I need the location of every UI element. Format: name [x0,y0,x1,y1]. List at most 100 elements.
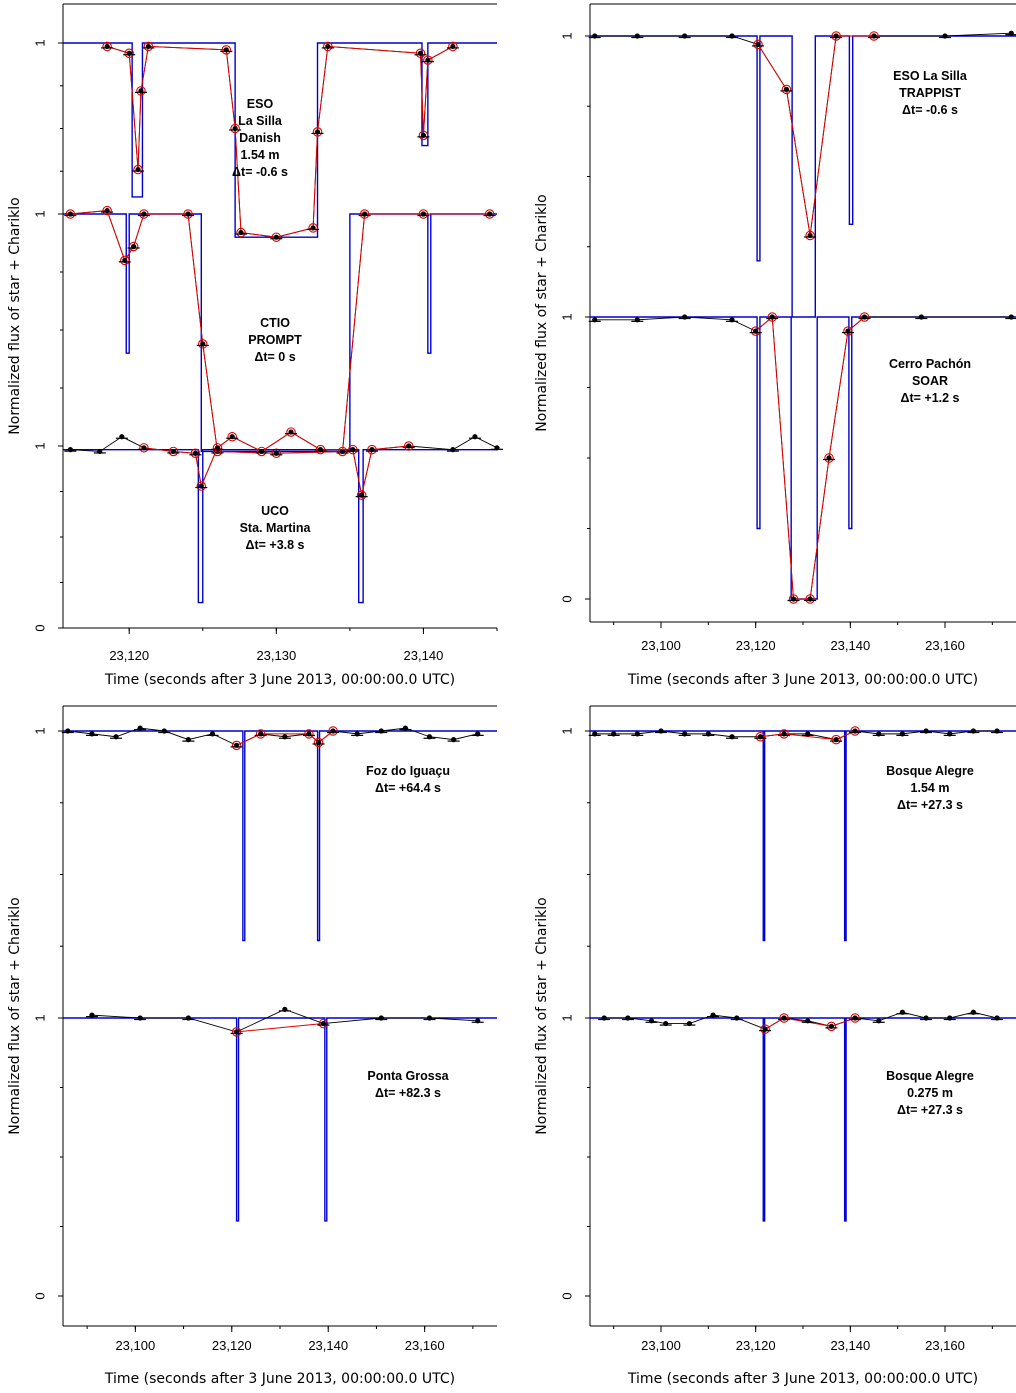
observed-point [918,314,924,320]
station-label: La Silla [238,114,283,128]
model-sampled-point [315,444,326,455]
model-sampled-point [843,326,853,336]
y-tick-label: 1 [32,727,47,734]
y-tick-label: 1 [32,1014,47,1021]
x-tick-label: 23,100 [641,1338,681,1353]
model-sampled-point [139,443,149,453]
observed-point [876,1018,882,1024]
station-light-curve: UCO Sta. Martina Δt= +3.8 s [63,427,503,604]
observed-point [942,33,948,39]
observed-point [686,1020,693,1027]
model-sampled-point [139,209,149,219]
y-axis-title: Normalized flux of star + Chariklo [534,194,550,431]
observed-point [648,1018,655,1024]
observed-point [135,166,141,173]
model-sampled-point [231,740,242,751]
station-light-curve: CTIO PROMPT Δt= 0 s [63,205,497,459]
observed-point [141,445,147,451]
model-sampled-point [359,209,370,219]
x-axis-title: Time (seconds after 3 June 2013, 00:00:0… [104,1371,455,1387]
observed-point [378,1015,384,1021]
observed-point [209,731,216,737]
observed-point [734,1015,740,1021]
observed-point [876,731,882,737]
observed-point [947,1015,953,1021]
model-sampled-point [120,255,130,266]
observed-point [781,1015,787,1021]
observed-point [769,314,775,320]
model-sampled-point [826,1021,837,1032]
model-sampled-point [102,41,112,52]
observed-point [137,725,143,731]
observed-point [762,1026,768,1032]
observed-point [729,33,735,39]
observed-point [137,1015,143,1021]
model-sampled-point [236,227,246,238]
x-tick-label: 23,120 [109,648,149,663]
observed-point [426,1015,433,1021]
observed-point [314,129,321,135]
observed-point [67,447,73,453]
model-sampled-point [190,448,201,459]
observed-point [65,728,71,734]
observed-point [192,450,199,456]
observed-point [475,731,481,737]
observed-point [282,734,288,740]
observed-point [161,728,167,734]
observed-point [126,50,132,56]
observed-point [119,434,125,440]
model-sampled-point [805,230,815,241]
observed-point [450,447,456,453]
y-tick-label: 1 [559,727,574,734]
station-label: Δt= +64.4 s [375,781,441,795]
model-sampled-point [212,443,223,453]
model-sampled-point [308,223,318,233]
observed-point [238,229,244,236]
observed-point [807,232,813,239]
model-sampled-point [143,41,154,52]
observed-point [320,1020,326,1027]
observed-point [145,43,151,50]
x-tick-label: 23,120 [212,1338,252,1353]
observed-point [755,41,761,48]
station-label: Cerro Pachón [889,357,971,371]
x-tick-label: 23,100 [641,638,681,653]
observed-point [899,1009,906,1015]
station-label: ESO La Silla [893,69,968,83]
x-tick-label: 23,140 [308,1338,348,1353]
model-sampled-point [286,427,296,437]
station-label: 1.54 m [911,781,950,795]
model-sampled-point [484,209,495,219]
station-label: Sta. Martina [240,521,312,535]
observed-point [634,33,640,39]
observed-point [141,211,147,217]
x-tick-label: 23,130 [256,648,296,663]
model-sampled-point [65,209,76,219]
model-sampled-point [356,490,367,500]
observed-point [1008,314,1014,320]
observed-point [625,1015,631,1021]
observed-point [288,429,294,435]
model-sampled-point [753,39,763,50]
observed-point [494,445,500,451]
station-label: 0.275 m [907,1086,953,1100]
model-sampled-point [418,130,429,141]
observed-point [611,731,617,737]
observed-point [845,328,851,334]
observed-point [282,1006,288,1012]
observed-point [807,596,813,602]
station-label: Δt= 0 s [254,350,295,364]
station-label: Bosque Alegre [886,1069,974,1083]
model-profile-line [63,448,497,604]
observed-point [833,737,839,743]
chart-panel-bottom-left: 0 1 1 23,100 23,120 23,140 23,160 Time (seconds… [7,705,497,1387]
model-profile-line [63,1017,497,1222]
observed-point [970,728,977,734]
observed-point [354,731,360,737]
model-sampled-point [128,241,139,252]
station-light-curve: Bosque Alegre 1.54 m Δt= +27.3 s [588,726,1016,942]
observed-point [104,43,110,50]
model-profile-line [590,730,1016,942]
station-label: CTIO [260,316,290,330]
model-sampled-point [255,729,266,739]
